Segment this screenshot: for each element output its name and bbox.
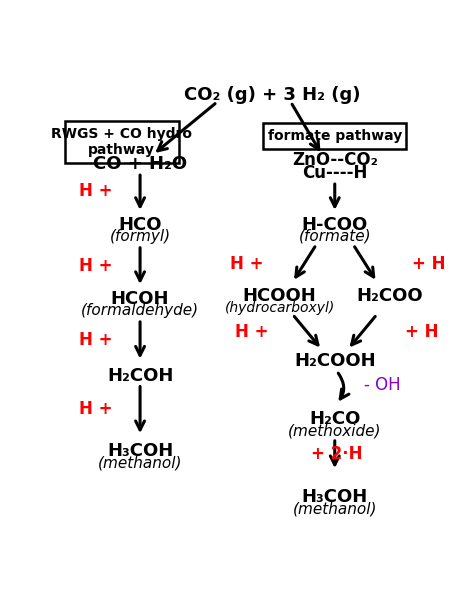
Text: (formate): (formate) — [299, 229, 371, 244]
Text: H +: H + — [235, 323, 269, 341]
FancyBboxPatch shape — [65, 121, 179, 163]
Text: (formyl): (formyl) — [109, 229, 171, 244]
Text: HCOH: HCOH — [111, 290, 169, 308]
Text: H +: H + — [79, 257, 112, 275]
Text: (methanol): (methanol) — [98, 455, 182, 470]
Text: H +: H + — [229, 255, 263, 273]
Text: CO₂ (g) + 3 H₂ (g): CO₂ (g) + 3 H₂ (g) — [184, 86, 361, 104]
Text: ZnO--CO₂: ZnO--CO₂ — [292, 151, 378, 169]
Text: Cu----H: Cu----H — [302, 164, 367, 181]
Text: H₃COH: H₃COH — [107, 442, 173, 460]
Text: (formaldehyde): (formaldehyde) — [81, 303, 199, 319]
Text: (methanol): (methanol) — [292, 501, 377, 517]
Text: + H: + H — [412, 255, 446, 273]
Text: H₂COH: H₂COH — [107, 367, 173, 384]
Text: H +: H + — [79, 400, 112, 417]
Text: H +: H + — [79, 181, 112, 200]
Text: (methoxide): (methoxide) — [288, 424, 382, 438]
Text: HCO: HCO — [118, 216, 162, 234]
Text: + 2·H: + 2·H — [311, 444, 362, 463]
Text: H +: H + — [79, 331, 112, 349]
Text: H₂CO: H₂CO — [309, 410, 360, 428]
Text: H-COO: H-COO — [301, 216, 368, 234]
Text: + H: + H — [405, 323, 438, 341]
Text: HCOOH: HCOOH — [243, 287, 317, 305]
Text: H₃COH: H₃COH — [301, 489, 368, 506]
FancyBboxPatch shape — [263, 123, 406, 149]
Text: (hydrocarboxyl): (hydrocarboxyl) — [225, 301, 335, 315]
Text: H₂COO: H₂COO — [356, 287, 423, 305]
Text: RWGS + CO hydro
pathway: RWGS + CO hydro pathway — [51, 127, 192, 157]
Text: CO + H₂O: CO + H₂O — [93, 155, 187, 173]
Text: formate pathway: formate pathway — [268, 129, 402, 143]
Text: H₂COOH: H₂COOH — [294, 352, 375, 370]
Text: - OH: - OH — [364, 376, 401, 394]
